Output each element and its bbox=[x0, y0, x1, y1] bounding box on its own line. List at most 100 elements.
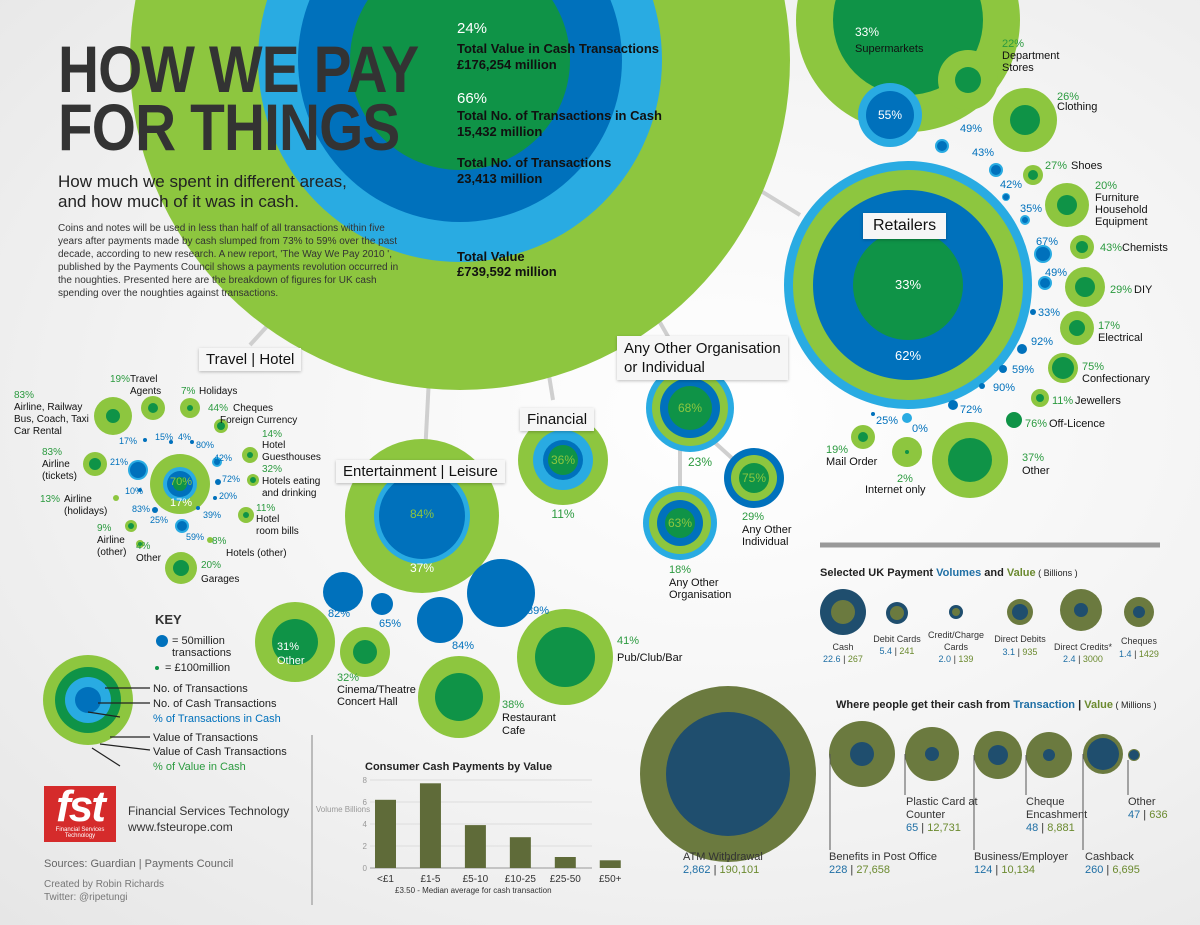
offlicence-value: 76% bbox=[1025, 418, 1047, 430]
bar bbox=[554, 857, 576, 868]
x-tick-label: £10-25 bbox=[505, 874, 537, 885]
clothing-value: 26% bbox=[1057, 91, 1079, 103]
airline-tix-label-2: (tickets) bbox=[42, 471, 77, 482]
chemists-value: 43% bbox=[1100, 242, 1122, 254]
footer-url[interactable]: www.fsteurope.com bbox=[127, 820, 233, 834]
cash-count-amount: 15,432 million bbox=[457, 124, 542, 139]
other-org-value-cash: 23% bbox=[688, 455, 712, 469]
travel-agents-count: 15% bbox=[155, 432, 173, 442]
page-title: HOW WE PAY FOR THINGS bbox=[58, 36, 419, 160]
confectionary-value: 75% bbox=[1082, 361, 1104, 373]
hotels-eating-label-2: and drinking bbox=[262, 488, 316, 499]
cash-payments-bar-chart bbox=[370, 779, 621, 869]
footer-org: Financial Services Technology bbox=[128, 804, 289, 818]
cs-other-label: Other bbox=[1128, 796, 1156, 808]
category-other-org: Any Other Organisation or Individual bbox=[617, 336, 788, 380]
tx-label: Total No. of Transactions bbox=[457, 155, 611, 170]
key-label-2: No. of Cash Transactions bbox=[153, 698, 277, 710]
airline-tix-count: 21% bbox=[110, 457, 128, 467]
cinema-label: Cinema/Theatre bbox=[337, 684, 416, 696]
pv-credit-label-2: Cards bbox=[944, 642, 969, 652]
retail-other-label: Other bbox=[1022, 465, 1050, 477]
mailorder-label: Mail Order bbox=[826, 456, 878, 468]
travel-agents-label-2: Agents bbox=[130, 386, 161, 397]
y-tick-label: 6 bbox=[363, 798, 368, 807]
bar bbox=[375, 799, 396, 868]
cs-atm-label: ATM Withdrawal bbox=[683, 851, 763, 863]
cheques-fc-value: 44% bbox=[208, 403, 228, 414]
dept-label-2: Stores bbox=[1002, 62, 1034, 74]
restaurant-value: 38% bbox=[502, 699, 524, 711]
y-tick-label: 2 bbox=[363, 842, 368, 851]
cs-plastic-values: 65 | 12,731 bbox=[906, 822, 961, 834]
footer-twitter[interactable]: Twitter: @ripetungi bbox=[44, 892, 128, 903]
retail-other-value: 37% bbox=[1022, 452, 1044, 464]
cs-cashback-values: 260 | 6,695 bbox=[1085, 864, 1140, 876]
financial-circles bbox=[518, 415, 608, 505]
key-blue-dot-label-2: transactions bbox=[172, 647, 232, 659]
offlicence-count: 90% bbox=[993, 382, 1015, 394]
cash-value-amount: £176,254 million bbox=[457, 57, 557, 72]
key-label-4: Value of Transactions bbox=[153, 732, 258, 744]
travel-count-cash: 70% bbox=[170, 476, 192, 488]
other-individual-count: 75% bbox=[742, 471, 766, 485]
restaurant-label: Restaurant bbox=[502, 712, 556, 724]
diy-label: DIY bbox=[1134, 284, 1153, 296]
hotel-gh-count: 42% bbox=[214, 453, 232, 463]
cs-business-label: Business/Employer bbox=[974, 851, 1068, 863]
hotels-eating-count: 72% bbox=[222, 474, 240, 484]
airline-hol-label-2: (holidays) bbox=[64, 506, 107, 517]
pub-label: Pub/Club/Bar bbox=[617, 652, 683, 664]
shoes-count: 42% bbox=[1000, 179, 1022, 191]
cinema-label-2: Concert Hall bbox=[337, 696, 398, 708]
pv-dd-label: Direct Debits bbox=[994, 634, 1046, 644]
shoes-label: Shoes bbox=[1071, 160, 1103, 172]
x-tick-label: £50+ bbox=[599, 874, 622, 885]
dept-count: 49% bbox=[960, 123, 982, 135]
electrical-count: 33% bbox=[1038, 307, 1060, 319]
other-organisation-label-2: Organisation bbox=[669, 589, 731, 601]
volumes-title: Selected UK Payment Volumes and Value ( … bbox=[820, 567, 1078, 579]
clothing-label: Clothing bbox=[1057, 101, 1097, 113]
financial-value-cash: 11% bbox=[551, 507, 574, 521]
y-tick-label: 8 bbox=[363, 776, 368, 785]
category-other-org-line-2: or Individual bbox=[624, 359, 705, 376]
pv-debit-label: Debit Cards bbox=[873, 634, 921, 644]
dept-label: Department bbox=[1002, 50, 1059, 62]
cinema-value: 32% bbox=[337, 672, 359, 684]
cash-source-circles bbox=[640, 686, 1140, 862]
diy-count: 49% bbox=[1045, 267, 1067, 279]
furniture-count: 35% bbox=[1020, 203, 1042, 215]
tx-amount: 23,413 million bbox=[457, 171, 542, 186]
x-tick-label: <£1 bbox=[377, 874, 394, 885]
key-blue-dot-label: = 50million bbox=[172, 635, 225, 647]
airline-other-count: 83% bbox=[132, 504, 150, 514]
furniture-label-2: Household bbox=[1095, 204, 1148, 216]
cinema-count: 65% bbox=[379, 618, 401, 630]
financial-count-cash: 36% bbox=[551, 453, 575, 467]
page-subtitle: How much we spent in different areas, an… bbox=[58, 172, 347, 212]
entertainment-circles bbox=[255, 439, 613, 738]
jewellers-value: 11% bbox=[1052, 395, 1073, 407]
travel-other-value: 4% bbox=[136, 541, 151, 552]
dept-value: 22% bbox=[1002, 38, 1024, 50]
jewellers-count: 59% bbox=[1012, 364, 1034, 376]
key-label-5: Value of Cash Transactions bbox=[153, 746, 287, 758]
travel-value-cash: 17% bbox=[170, 497, 192, 509]
internet-label: Internet only bbox=[865, 484, 926, 496]
hotels-other-label: Hotels (other) bbox=[226, 548, 287, 559]
clothing-count: 43% bbox=[972, 147, 994, 159]
footer-sources: Sources: Guardian | Payments Council bbox=[44, 858, 233, 870]
electrical-value: 17% bbox=[1098, 320, 1120, 332]
confectionary-label: Confectionary bbox=[1082, 373, 1150, 385]
chemists-label: Chemists bbox=[1122, 242, 1168, 254]
airline-rail-count: 17% bbox=[119, 436, 137, 446]
pub-value: 41% bbox=[617, 635, 639, 647]
room-bills-value: 11% bbox=[256, 503, 275, 514]
holidays-value: 7% bbox=[181, 386, 196, 397]
airline-rail-label: Airline, Railway bbox=[14, 402, 82, 413]
intro-text: Coins and notes will be used in less tha… bbox=[58, 223, 399, 299]
hotels-other-count: 39% bbox=[203, 510, 221, 520]
pv-credit-values: 2.0 | 139 bbox=[939, 654, 974, 664]
